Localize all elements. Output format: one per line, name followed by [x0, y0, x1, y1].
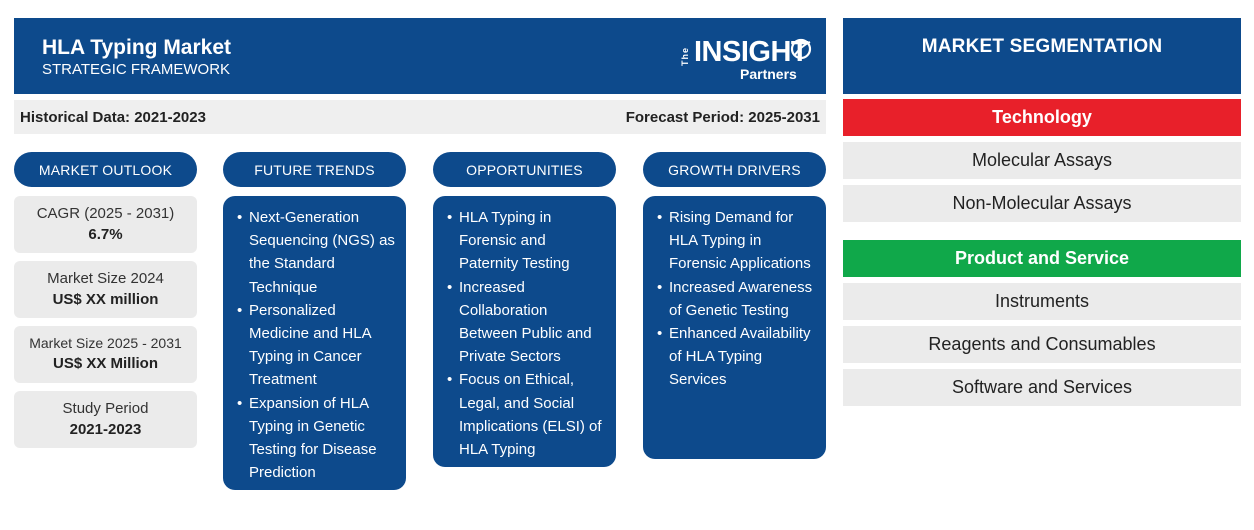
segment-category-technology: Technology — [843, 99, 1241, 136]
opportunities-heading: OPPORTUNITIES — [433, 152, 616, 187]
stat-label: Study Period — [62, 400, 149, 417]
logo-swirl-icon — [790, 38, 812, 60]
report-title: HLA Typing Market — [42, 36, 232, 59]
segment-item: Reagents and Consumables — [843, 326, 1241, 363]
segment-item: Molecular Assays — [843, 142, 1241, 179]
stat-study-period: Study Period 2021-2023 — [14, 391, 197, 448]
opportunities-card: HLA Typing in Forensic and Paternity Tes… — [433, 196, 616, 467]
forecast-period: Forecast Period: 2025-2031 — [625, 109, 820, 126]
logo-the: The — [680, 46, 690, 66]
stat-cagr: CAGR (2025 - 2031) 6.7% — [14, 196, 197, 253]
stat-label: Market Size 2025 - 2031 — [29, 335, 182, 351]
market-segmentation-heading: MARKET SEGMENTATION — [843, 18, 1241, 94]
market-outlook-heading: MARKET OUTLOOK — [14, 152, 197, 187]
stat-label: CAGR (2025 - 2031) — [36, 205, 175, 222]
insight-partners-logo: The INSIGHT Partners — [662, 32, 822, 84]
stat-label: Market Size 2024 — [47, 270, 164, 287]
stat-value: 2021-2023 — [69, 421, 142, 438]
stat-value: 6.7% — [88, 226, 123, 243]
future-trends-card: Next-Generation Sequencing (NGS) as the … — [223, 196, 406, 490]
opportunity-item: Focus on Ethical, Legal, and Social Impl… — [447, 368, 606, 461]
growth-drivers-card: Rising Demand for HLA Typing in Forensic… — [643, 196, 826, 459]
future-trends-heading: FUTURE TRENDS — [223, 152, 406, 187]
trend-item: Expansion of HLA Typing in Genetic Testi… — [237, 392, 396, 485]
driver-item: Enhanced Availability of HLA Typing Serv… — [657, 322, 816, 392]
stat-value: US$ XX million — [52, 291, 159, 308]
trend-item: Personalized Medicine and HLA Typing in … — [237, 299, 396, 392]
segment-item: Non-Molecular Assays — [843, 185, 1241, 222]
stat-market-size-2024: Market Size 2024 US$ XX million — [14, 261, 197, 318]
opportunity-item: Increased Collaboration Between Public a… — [447, 276, 606, 369]
stat-value: US$ XX Million — [52, 355, 158, 372]
logo-insight: INSIGHT — [694, 36, 809, 68]
report-header: HLA Typing Market STRATEGIC FRAMEWORK Th… — [14, 18, 826, 94]
logo-partners: Partners — [740, 66, 797, 82]
trend-item: Next-Generation Sequencing (NGS) as the … — [237, 206, 396, 299]
period-bar: Historical Data: 2021-2023 Forecast Peri… — [14, 100, 826, 134]
opportunity-item: HLA Typing in Forensic and Paternity Tes… — [447, 206, 606, 276]
growth-drivers-heading: GROWTH DRIVERS — [643, 152, 826, 187]
segment-category-product-service: Product and Service — [843, 240, 1241, 277]
driver-item: Rising Demand for HLA Typing in Forensic… — [657, 206, 816, 276]
stat-market-size-forecast: Market Size 2025 - 2031 US$ XX Million — [14, 326, 197, 383]
driver-item: Increased Awareness of Genetic Testing — [657, 276, 816, 322]
segment-item: Software and Services — [843, 369, 1241, 406]
historical-data: Historical Data: 2021-2023 — [20, 109, 206, 126]
segment-item: Instruments — [843, 283, 1241, 320]
report-subtitle: STRATEGIC FRAMEWORK — [42, 61, 231, 78]
